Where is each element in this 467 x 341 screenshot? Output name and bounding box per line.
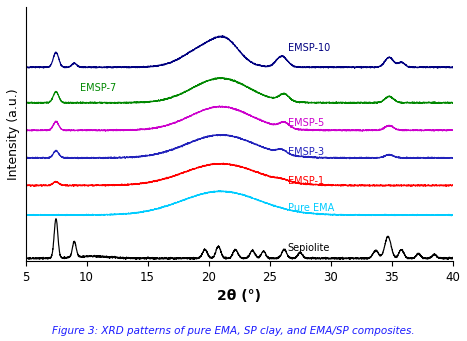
Text: EMSP-10: EMSP-10	[288, 43, 330, 53]
Text: EMSP-3: EMSP-3	[288, 147, 324, 157]
Text: Pure EMA: Pure EMA	[288, 203, 334, 213]
Text: EMSP-1: EMSP-1	[288, 177, 324, 187]
X-axis label: 2θ (°): 2θ (°)	[217, 290, 261, 303]
Text: EMSP-7: EMSP-7	[80, 83, 117, 93]
Text: Figure 3: XRD patterns of pure EMA, SP clay, and EMA/SP composites.: Figure 3: XRD patterns of pure EMA, SP c…	[52, 326, 415, 336]
Y-axis label: Intensity (a.u.): Intensity (a.u.)	[7, 88, 20, 180]
Text: Sepiolite: Sepiolite	[288, 243, 330, 253]
Text: EMSP-5: EMSP-5	[288, 118, 324, 128]
